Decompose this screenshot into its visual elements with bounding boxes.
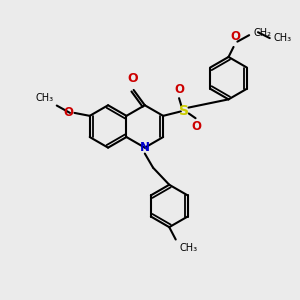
- Text: O: O: [191, 120, 201, 133]
- Text: O: O: [230, 30, 240, 43]
- Text: O: O: [128, 72, 138, 85]
- Text: CH₂: CH₂: [253, 28, 271, 38]
- Text: S: S: [179, 103, 189, 118]
- Text: CH₃: CH₃: [36, 94, 54, 103]
- Text: CH₃: CH₃: [274, 33, 292, 43]
- Text: O: O: [63, 106, 73, 118]
- Text: O: O: [174, 83, 184, 96]
- Text: N: N: [140, 141, 150, 154]
- Text: CH₃: CH₃: [179, 243, 198, 253]
